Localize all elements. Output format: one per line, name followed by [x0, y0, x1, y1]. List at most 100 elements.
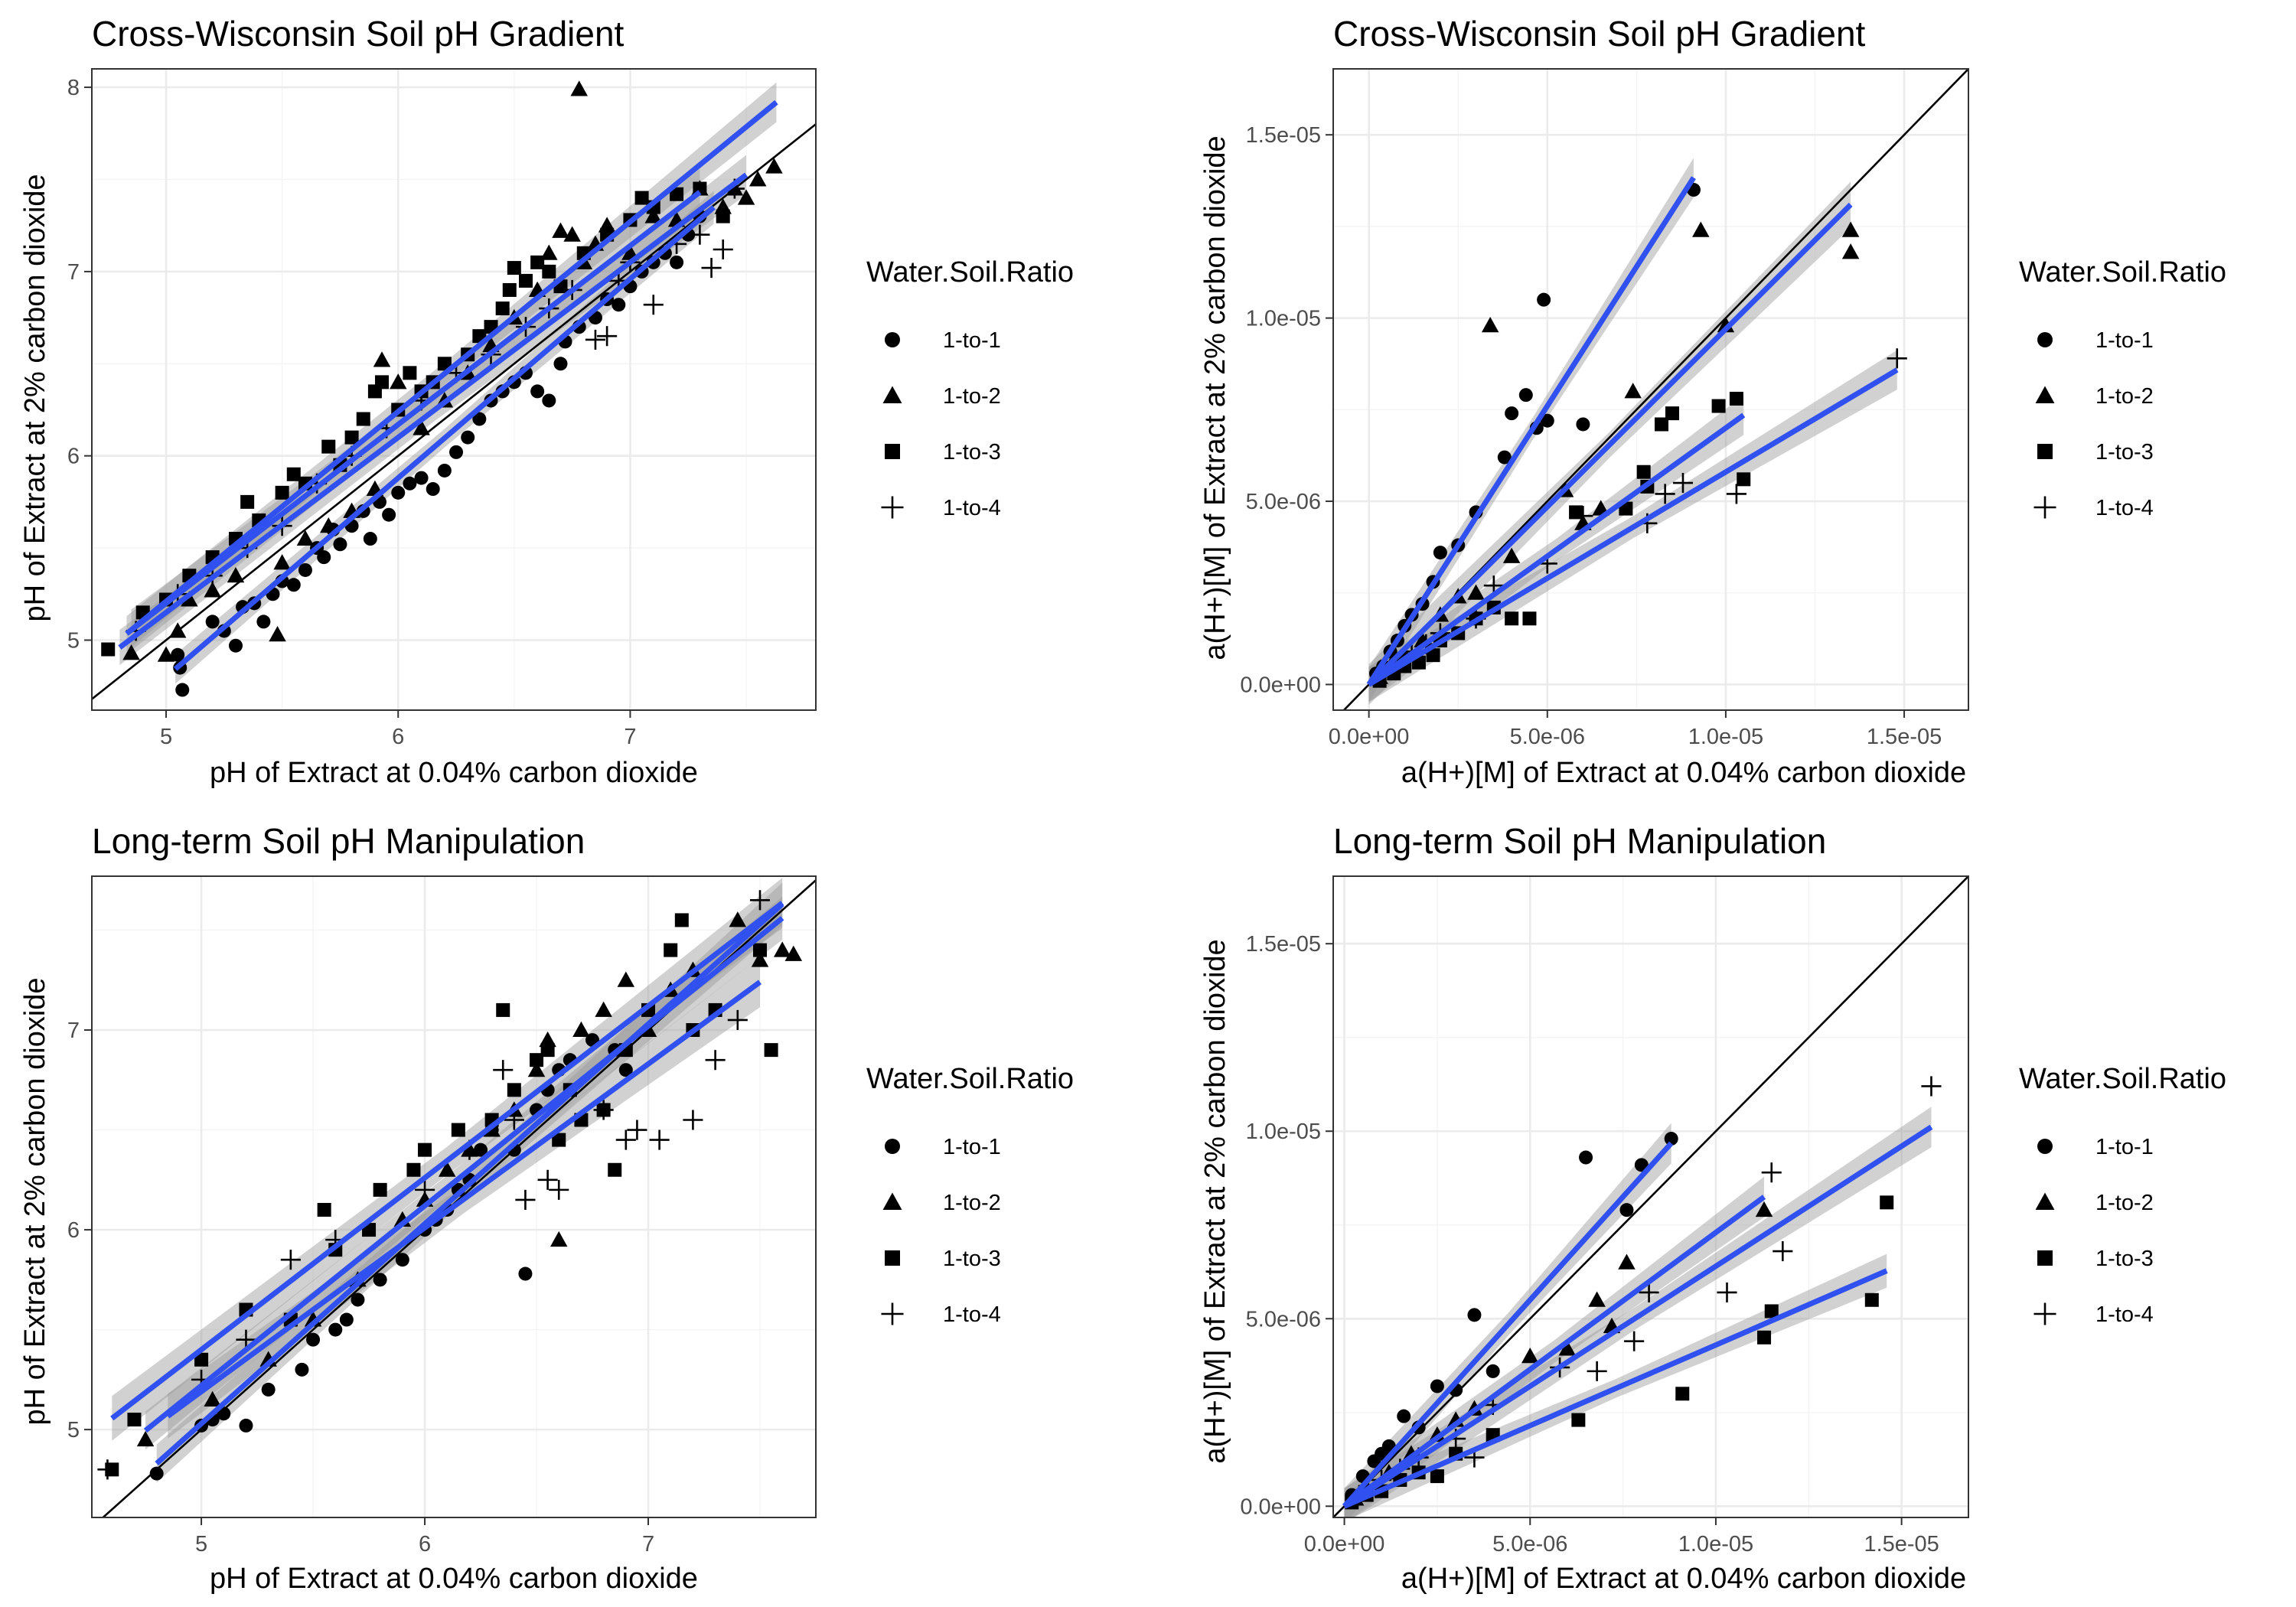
legend-key-1-to-1	[2037, 332, 2053, 347]
data-point-1-to-2	[570, 80, 588, 96]
data-point-1-to-3	[507, 261, 521, 275]
legend-key-1-to-3	[885, 1250, 900, 1266]
data-point-1-to-2	[1558, 1340, 1577, 1356]
plot-area: 0.0e+00 5.0e-06 1.0e-05 1.5e-05 0.0e+00 5.0e-…	[1240, 875, 1969, 1556]
y-tick-label: 8	[67, 76, 80, 100]
data-point-1-to-1	[373, 1273, 387, 1287]
plot-area: 5 6 7 5 6 7 8	[67, 68, 817, 749]
data-point-1-to-4	[727, 1009, 748, 1031]
data-point-1-to-3	[344, 430, 359, 445]
data-point-1-to-2	[784, 945, 803, 961]
data-point-1-to-3	[1522, 611, 1537, 626]
data-point-1-to-1	[1579, 1150, 1593, 1165]
data-point-1-to-4	[97, 1459, 118, 1480]
data-point-1-to-3	[1737, 472, 1751, 487]
legend-label: 1-to-4	[2095, 496, 2154, 520]
data-point-1-to-2	[1467, 584, 1485, 600]
x-tick-label: 1.0e-05	[1688, 725, 1763, 749]
legend-key-1-to-4	[2033, 496, 2056, 519]
data-point-1-to-3	[1654, 417, 1668, 432]
y-axis-label: pH of Extract at 2% carbon dioxide	[19, 977, 51, 1425]
data-point-1-to-2	[1841, 221, 1860, 237]
data-point-1-to-4	[749, 890, 771, 911]
data-point-1-to-1	[472, 412, 487, 426]
y-axis-label: a(H+)[M] of Extract at 2% carbon dioxide	[1199, 135, 1231, 660]
panel-title: Long-term Soil pH Manipulation	[1333, 821, 1826, 861]
identity-line	[1333, 876, 1968, 1517]
legend-key-1-to-1	[885, 1139, 900, 1154]
data-point-1-to-1	[298, 562, 312, 577]
x-axis-label: a(H+)[M] of Extract at 0.04% carbon diox…	[1401, 757, 1966, 789]
data-point-1-to-4	[683, 1110, 703, 1130]
data-point-1-to-2	[122, 644, 140, 660]
data-point-1-to-3	[753, 943, 768, 957]
data-point-1-to-2	[1755, 1201, 1773, 1217]
legend-title: Water.Soil.Ratio	[866, 1063, 1074, 1095]
panel-title: Cross-Wisconsin Soil pH Gradient	[92, 14, 625, 54]
y-tick-label: 1.5e-05	[1246, 932, 1321, 957]
data-point-1-to-1	[518, 1266, 533, 1281]
fit-line-1-to-3	[125, 99, 778, 636]
data-point-1-to-3	[634, 191, 649, 205]
legend-label: 1-to-3	[943, 1247, 1001, 1271]
data-point-1-to-3	[194, 1352, 209, 1367]
data-point-1-to-4	[690, 224, 710, 245]
confidence-band-1-to-4	[1344, 1107, 1932, 1517]
y-tick-label: 5	[67, 628, 80, 653]
data-point-1-to-3	[275, 485, 289, 500]
data-point-1-to-2	[773, 941, 791, 957]
data-point-1-to-3	[674, 913, 689, 927]
legend-key-1-to-2	[882, 386, 902, 403]
data-point-1-to-1	[449, 445, 464, 459]
data-point-1-to-1	[1486, 1364, 1500, 1378]
data-point-1-to-2	[204, 582, 221, 598]
legend-label: 1-to-3	[943, 440, 1001, 464]
data-point-1-to-3	[403, 366, 417, 380]
data-point-1-to-2	[168, 622, 187, 638]
data-point-1-to-2	[1618, 1253, 1636, 1270]
y-tick-label: 7	[67, 1019, 80, 1043]
data-point-1-to-4	[701, 258, 722, 279]
data-point-1-to-3	[496, 1002, 510, 1017]
x-tick-label: 5.0e-06	[1492, 1532, 1567, 1556]
data-point-1-to-2	[1692, 221, 1710, 237]
data-point-1-to-4	[713, 239, 733, 260]
data-point-1-to-2	[181, 591, 198, 607]
y-tick-label: 5.0e-06	[1246, 1307, 1321, 1332]
panel-h-manipulation: Long-term Soil pH Manipulation a(H+)[M] …	[1199, 821, 1969, 1595]
data-point-1-to-3	[530, 1053, 544, 1068]
data-point-1-to-3	[356, 412, 370, 426]
data-point-1-to-1	[256, 614, 271, 629]
data-point-1-to-2	[204, 1390, 221, 1407]
data-point-1-to-2	[617, 971, 635, 987]
legend-key-1-to-1	[2037, 1139, 2053, 1154]
data-point-1-to-1	[1397, 1409, 1411, 1423]
data-point-1-to-2	[373, 351, 391, 367]
fit-line-1-to-2	[143, 916, 784, 1433]
panel-border	[91, 68, 817, 711]
data-point-1-to-2	[644, 207, 663, 223]
data-point-1-to-4	[414, 1179, 435, 1200]
data-point-1-to-2	[540, 244, 558, 260]
data-point-1-to-3	[495, 302, 510, 316]
data-point-1-to-2	[729, 911, 747, 927]
data-point-1-to-4	[280, 1250, 301, 1270]
fit-line-1-to-3	[1343, 1268, 1888, 1509]
data-point-1-to-3	[127, 1413, 142, 1427]
data-point-1-to-4	[615, 1129, 636, 1150]
data-point-1-to-2	[269, 626, 286, 642]
y-tick-label: 0.0e+00	[1240, 673, 1321, 697]
data-point-1-to-3	[101, 642, 116, 657]
data-point-1-to-2	[296, 530, 315, 546]
data-point-1-to-3	[406, 1162, 421, 1177]
data-point-1-to-4	[643, 295, 664, 315]
data-point-1-to-4	[549, 1179, 569, 1200]
fit-line-1-to-1	[1342, 1141, 1674, 1508]
data-point-1-to-4	[649, 1129, 670, 1150]
legend-key-1-to-2	[2035, 386, 2055, 403]
data-point-1-to-2	[1481, 316, 1499, 333]
data-point-1-to-3	[418, 1143, 432, 1157]
y-axis-label: a(H+)[M] of Extract at 2% carbon dioxide	[1199, 939, 1231, 1463]
data-point-1-to-3	[1505, 611, 1519, 626]
legend: Water.Soil.Ratio 1-to-1 1-to-2 1-to-3 1-to-…	[2019, 256, 2226, 520]
